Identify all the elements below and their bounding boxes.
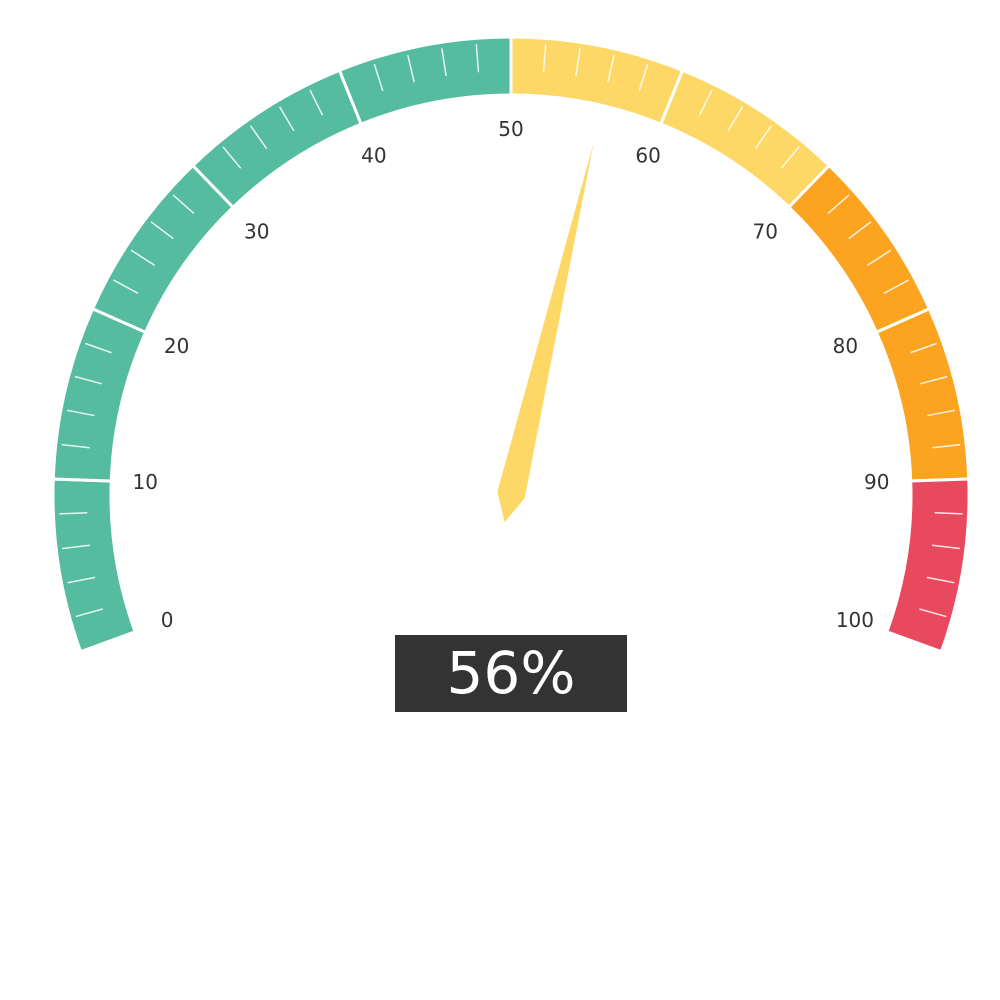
gauge-minor-tick [754, 125, 773, 149]
gauge-tick-label: 0 [161, 608, 174, 632]
gauge-tick-label: 10 [132, 470, 157, 494]
gauge-tick-label: 90 [864, 470, 889, 494]
gauge-minor-tick [222, 146, 242, 169]
gauge-band-segment [51, 477, 138, 654]
gauge-needle [497, 142, 594, 523]
gauge-tick-label: 30 [244, 220, 269, 244]
gauge-minor-tick [59, 512, 88, 515]
gauge-band-segment [90, 163, 236, 335]
gauge-minor-tick [249, 125, 268, 149]
gauge-minor-tick [67, 576, 96, 584]
gauge-minor-tick [309, 89, 324, 116]
gauge-band-segment [786, 163, 932, 335]
gauge-minor-tick [373, 63, 384, 92]
gauge-minor-tick [866, 249, 892, 266]
gauge-minor-tick [407, 54, 415, 83]
gauge-tick-label: 70 [753, 220, 778, 244]
gauge-minor-tick [74, 375, 103, 385]
gauge-minor-tick [848, 221, 872, 240]
gauge-tick-label: 60 [635, 144, 660, 168]
gauge-minor-tick [927, 409, 956, 417]
gauge-minor-tick [727, 106, 744, 132]
gauge-bands [51, 35, 971, 654]
gauge-minor-tick [475, 44, 480, 73]
gauge-ticks [59, 44, 963, 618]
gauge-minor-tick [75, 608, 103, 618]
gauge-minor-tick [698, 89, 713, 116]
gauge-minor-tick [278, 106, 295, 132]
gauge-minor-tick [780, 146, 800, 169]
gauge-minor-tick [934, 512, 963, 515]
gauge-minor-tick [61, 443, 90, 449]
gauge-band-segment [884, 477, 971, 654]
gauge-tick-label: 50 [498, 117, 523, 141]
gauge-minor-tick [84, 342, 112, 354]
gauge-minor-tick [919, 608, 947, 618]
gauge-value-label: 56% [395, 635, 627, 712]
gauge-minor-tick [883, 279, 909, 294]
gauge-minor-tick [919, 375, 948, 385]
gauge-minor-tick [130, 249, 156, 266]
gauge-minor-tick [441, 48, 447, 77]
gauge-tick-label: 80 [833, 334, 858, 358]
gauge-minor-tick [113, 279, 139, 294]
gauge-minor-tick [638, 63, 649, 92]
gauge-minor-tick [910, 342, 938, 354]
gauge-band-segment [509, 35, 685, 127]
gauge-minor-tick [62, 544, 91, 550]
gauge-minor-tick [607, 54, 615, 83]
gauge-band-segment [337, 35, 513, 127]
gauge-minor-tick [926, 576, 955, 584]
gauge-minor-tick [542, 44, 547, 73]
gauge-tick-labels: 0 10 20 30 40 50 60 70 80 90 100 [132, 117, 889, 632]
gauge-minor-tick [931, 544, 960, 550]
gauge-band-segment [190, 68, 364, 210]
gauge-tick-label: 100 [836, 608, 874, 632]
gauge-needle-group [497, 142, 594, 523]
gauge-minor-tick [172, 194, 195, 215]
gauge-minor-tick [150, 221, 174, 240]
gauge-minor-tick [575, 48, 581, 77]
gauge-band-segment [658, 68, 832, 210]
gauge-tick-label: 40 [361, 144, 386, 168]
gauge-band-segment [874, 306, 971, 483]
gauge-minor-tick [66, 409, 95, 417]
gauge-band-segment [51, 306, 148, 483]
gauge-minor-tick [827, 194, 850, 215]
gauge-minor-tick [932, 443, 961, 449]
gauge-tick-label: 20 [164, 334, 189, 358]
